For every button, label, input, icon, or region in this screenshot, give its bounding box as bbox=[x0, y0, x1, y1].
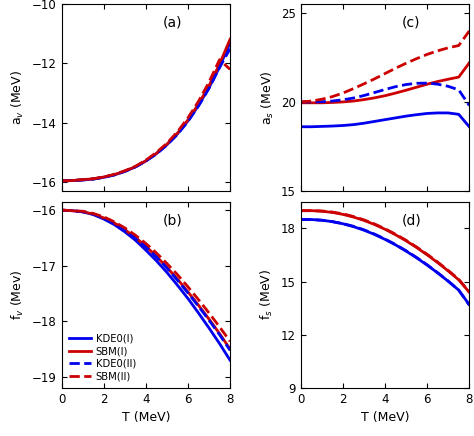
Y-axis label: f$_v$ (Mev): f$_v$ (Mev) bbox=[10, 269, 27, 320]
X-axis label: T (MeV): T (MeV) bbox=[361, 412, 409, 425]
Text: (c): (c) bbox=[402, 16, 420, 30]
Text: (a): (a) bbox=[163, 16, 182, 30]
Y-axis label: f$_s$ (MeV): f$_s$ (MeV) bbox=[259, 269, 275, 320]
X-axis label: T (MeV): T (MeV) bbox=[122, 412, 170, 425]
Text: (b): (b) bbox=[163, 213, 182, 227]
Legend: KDE0(I), SBM(I), KDE0(II), SBM(II): KDE0(I), SBM(I), KDE0(II), SBM(II) bbox=[67, 331, 138, 383]
Text: (d): (d) bbox=[402, 213, 422, 227]
Y-axis label: a$_v$ (MeV): a$_v$ (MeV) bbox=[10, 70, 27, 125]
Y-axis label: a$_s$ (MeV): a$_s$ (MeV) bbox=[259, 70, 275, 125]
